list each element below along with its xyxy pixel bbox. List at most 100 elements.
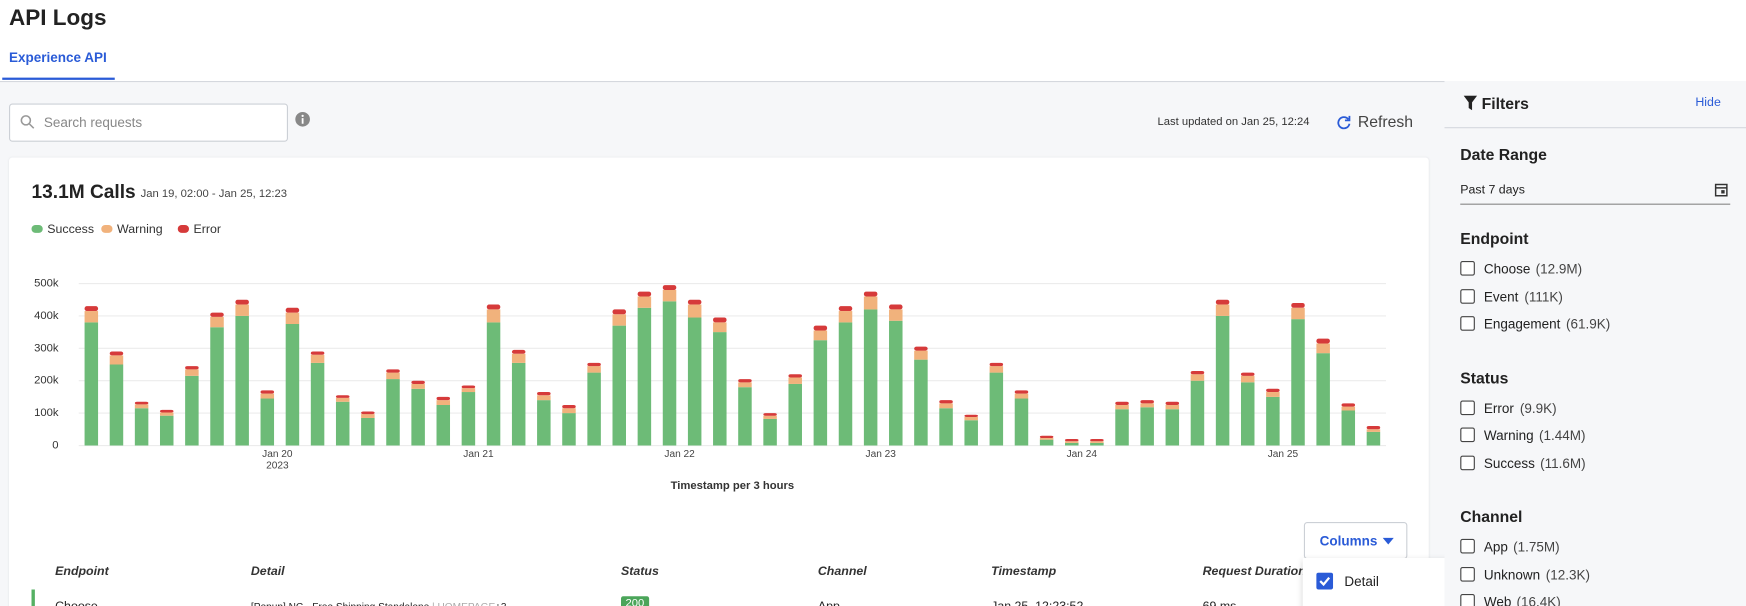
option-label[interactable]: Choose bbox=[1483, 261, 1531, 277]
bar-segment bbox=[562, 405, 576, 409]
option-label[interactable]: Engagement bbox=[1483, 316, 1561, 332]
bar-segment bbox=[662, 285, 677, 290]
x-tick-label: Jan 24 bbox=[1067, 449, 1098, 460]
checkbox-checked[interactable] bbox=[1316, 572, 1334, 590]
option-count: (61.9K) bbox=[1566, 316, 1611, 332]
checkbox[interactable] bbox=[1460, 566, 1475, 582]
bar-segment bbox=[788, 374, 802, 378]
bar-segment bbox=[989, 362, 1004, 367]
bar-segment bbox=[1140, 400, 1154, 404]
bar-segment bbox=[461, 385, 476, 389]
bar-segment bbox=[788, 383, 802, 446]
bar-segment bbox=[1165, 401, 1180, 405]
y-tick-label: 500k bbox=[34, 277, 59, 289]
bar-segment bbox=[109, 351, 124, 356]
header bbox=[0, 0, 1746, 83]
checkbox[interactable] bbox=[1460, 594, 1475, 606]
menu-item[interactable]: Detail bbox=[1344, 573, 1379, 590]
info-icon[interactable] bbox=[295, 111, 311, 127]
checkbox[interactable] bbox=[1460, 538, 1475, 554]
bar-segment bbox=[1266, 392, 1280, 397]
checkbox[interactable] bbox=[1460, 261, 1475, 276]
bar-segment bbox=[84, 306, 99, 312]
bar-segment bbox=[1316, 338, 1330, 344]
bar-segment bbox=[537, 395, 551, 401]
option-label[interactable]: Error bbox=[1483, 399, 1514, 416]
x-tick-label: Jan 23 bbox=[866, 449, 897, 460]
cell: Jan 25, 12:23:52 bbox=[991, 600, 1083, 606]
bar-segment bbox=[537, 392, 551, 396]
bar-segment bbox=[813, 330, 828, 341]
legend-swatch bbox=[101, 225, 113, 233]
hide-link[interactable]: Hide bbox=[1695, 95, 1721, 110]
columns-button[interactable]: Columns bbox=[1303, 522, 1408, 560]
section-title: Endpoint bbox=[1460, 229, 1529, 248]
columns-label: Columns bbox=[1319, 533, 1378, 549]
date-range-value[interactable]: Past 7 days bbox=[1460, 183, 1525, 197]
refresh-icon[interactable] bbox=[1337, 115, 1352, 130]
filter-icon bbox=[1463, 95, 1478, 111]
bar-segment bbox=[1240, 372, 1255, 376]
bar-segment bbox=[486, 309, 501, 323]
bar-segment bbox=[838, 322, 853, 446]
bar-segment bbox=[1090, 439, 1104, 442]
bar-segment bbox=[134, 404, 149, 409]
bar-segment bbox=[537, 400, 551, 446]
x-year-label: 2023 bbox=[266, 460, 289, 471]
bar-segment bbox=[863, 309, 878, 446]
section-title: Channel bbox=[1460, 507, 1523, 526]
bar-segment bbox=[813, 325, 828, 331]
bar-segment bbox=[361, 414, 375, 418]
y-tick-label: 300k bbox=[34, 342, 59, 354]
checkbox[interactable] bbox=[1460, 288, 1475, 304]
option-label[interactable]: Warning bbox=[1483, 427, 1534, 444]
search-box[interactable]: Search requests bbox=[9, 103, 288, 142]
bar-segment bbox=[260, 398, 275, 446]
bar-segment bbox=[1039, 435, 1054, 439]
bar-segment bbox=[310, 354, 325, 363]
bar-segment bbox=[939, 408, 953, 446]
option-label[interactable]: Unknown bbox=[1483, 566, 1541, 583]
bar-segment bbox=[1065, 439, 1079, 442]
bar-segment bbox=[713, 317, 727, 323]
legend-label: Error bbox=[193, 222, 222, 237]
bar-segment bbox=[1316, 353, 1330, 446]
bar-segment bbox=[511, 353, 526, 363]
bar-segment bbox=[1215, 299, 1230, 305]
checkbox[interactable] bbox=[1460, 316, 1475, 331]
bar-segment bbox=[185, 375, 199, 446]
bar-segment bbox=[587, 366, 601, 373]
column-header: Status bbox=[621, 564, 659, 579]
y-tick-label: 0 bbox=[52, 439, 58, 451]
bar-segment bbox=[159, 415, 174, 446]
bar-segment bbox=[335, 395, 350, 398]
bar-segment bbox=[1165, 405, 1180, 410]
option-label[interactable]: Web bbox=[1483, 594, 1512, 606]
bar-segment bbox=[637, 307, 652, 446]
bar-segment bbox=[738, 387, 752, 446]
last-updated: Last updated on Jan 25, 12:24 bbox=[1157, 115, 1310, 129]
option-label[interactable]: Success bbox=[1483, 455, 1535, 471]
checkbox[interactable] bbox=[1460, 399, 1475, 415]
bar-segment bbox=[562, 408, 576, 414]
cell: [Popup] NC - Free Shipping Standalone bbox=[251, 601, 429, 606]
bar-segment bbox=[361, 417, 375, 446]
search-icon bbox=[20, 115, 35, 129]
tab[interactable]: Experience API bbox=[9, 49, 107, 66]
bar-segment bbox=[1366, 429, 1381, 432]
bar-segment bbox=[411, 380, 425, 384]
bar-segment bbox=[612, 309, 626, 315]
bar-segment bbox=[687, 299, 702, 305]
checkbox[interactable] bbox=[1460, 455, 1475, 470]
bar-segment bbox=[159, 409, 174, 413]
bar-segment bbox=[260, 393, 275, 399]
row-status-bar bbox=[31, 589, 35, 606]
bar-segment bbox=[1215, 315, 1230, 446]
option-label[interactable]: App bbox=[1483, 538, 1508, 555]
bar-segment bbox=[335, 401, 350, 446]
checkbox[interactable] bbox=[1460, 427, 1475, 443]
option-label[interactable]: Event bbox=[1483, 288, 1519, 305]
bar-segment bbox=[863, 291, 878, 297]
refresh-button[interactable]: Refresh bbox=[1357, 112, 1414, 131]
calendar-icon[interactable] bbox=[1714, 182, 1729, 197]
